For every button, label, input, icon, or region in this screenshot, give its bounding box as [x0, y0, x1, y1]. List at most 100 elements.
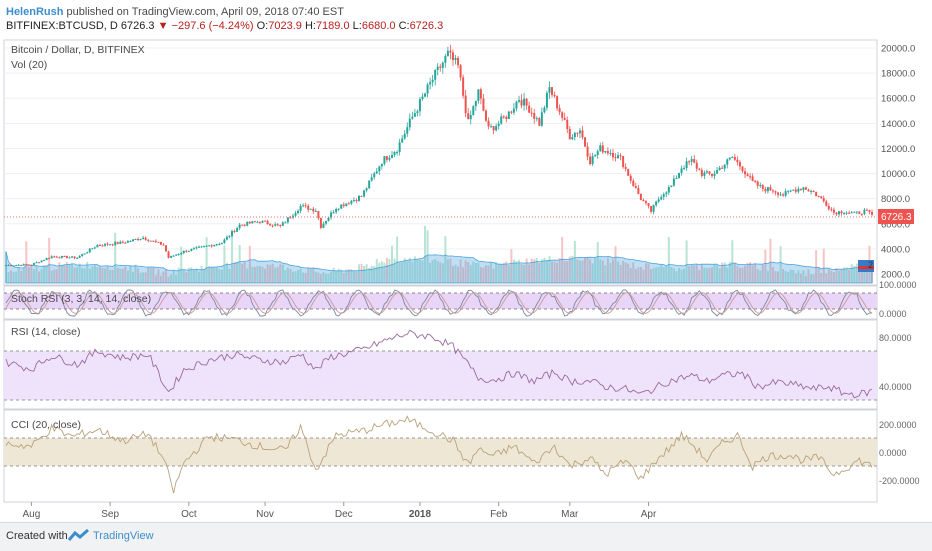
volume-bar	[73, 267, 76, 283]
volume-bar	[723, 262, 726, 283]
candle-body	[350, 200, 353, 204]
candle-body	[129, 241, 132, 243]
volume-bar	[385, 257, 388, 283]
volume-bar	[121, 268, 124, 283]
volume-bar	[754, 262, 757, 283]
candle-body	[413, 113, 416, 117]
candle-body	[147, 239, 150, 241]
volume-bar	[228, 268, 231, 283]
candle-body	[309, 208, 312, 210]
candle-body	[548, 87, 551, 93]
volume-bar	[698, 269, 701, 283]
candle-body	[563, 117, 566, 120]
volume-bar	[225, 262, 228, 283]
volume-bar	[533, 259, 536, 283]
candle-body	[477, 89, 480, 101]
volume-bar	[746, 263, 749, 283]
candle-body	[711, 173, 714, 176]
candle-body	[462, 77, 465, 96]
volume-bar	[251, 266, 254, 283]
candle-body	[611, 153, 614, 158]
candle-body	[512, 108, 515, 113]
volume-bar	[751, 265, 754, 283]
volume-bar	[792, 269, 795, 283]
volume-bar	[253, 267, 256, 283]
volume-bar	[289, 269, 292, 283]
candle-body	[12, 265, 15, 267]
candle-body	[203, 246, 206, 248]
volume-bar	[436, 261, 439, 283]
chart-area[interactable]: Bitcoin / Dollar, D, BITFINEX Vol (20) S…	[0, 36, 932, 522]
volume-bar	[467, 262, 470, 283]
volume-bar	[83, 268, 86, 283]
candle-body	[561, 112, 564, 118]
volume-bar	[675, 271, 678, 283]
time-axis[interactable]: Aug Sep Oct Nov Dec 2018 Feb Mar Apr	[22, 502, 657, 520]
volume-bar	[96, 267, 99, 283]
volume-bar	[157, 269, 160, 283]
volume-bar	[332, 267, 335, 283]
candle-body	[860, 213, 863, 215]
price-axis[interactable]: 20000.0 18000.0 16000.0 14000.0 12000.0 10000…	[881, 44, 915, 281]
volume-bar	[172, 269, 175, 283]
candle-body	[604, 151, 607, 153]
volume-bar	[378, 262, 381, 283]
volume-bar	[652, 268, 655, 283]
candle-body	[865, 209, 868, 211]
volume-bar	[319, 274, 322, 283]
volume-bar	[469, 264, 472, 283]
volume-bar	[444, 236, 447, 283]
candle-body	[784, 191, 787, 196]
volume-bar	[665, 266, 668, 283]
tradingview-link[interactable]: TradingView	[93, 530, 154, 542]
candle-body	[528, 105, 531, 113]
volume-bar	[804, 275, 807, 283]
volume-bar	[375, 259, 378, 283]
candle-body	[15, 265, 18, 267]
volume-bar	[606, 257, 609, 283]
volume-bar	[566, 261, 569, 283]
candle-body	[700, 169, 703, 176]
candle-body	[327, 217, 330, 222]
volume-bar	[81, 268, 84, 283]
candle-body	[185, 250, 188, 252]
volume-bar	[164, 269, 167, 283]
volume-bar	[408, 257, 411, 283]
candle-body	[332, 212, 335, 214]
volume-bar	[543, 257, 546, 283]
candle-body	[632, 180, 635, 187]
volume-bar	[515, 261, 518, 283]
candle-body	[248, 221, 251, 224]
author-link[interactable]: HelenRush	[6, 6, 64, 18]
volume-bar	[60, 264, 63, 283]
volume-scale-label: 2	[868, 260, 873, 270]
volume-bar	[728, 261, 731, 283]
candle-body	[368, 180, 371, 189]
candle-body	[243, 224, 246, 226]
open-value: 7023.9	[268, 20, 302, 32]
volume-bar	[355, 271, 358, 283]
volume-bar	[655, 267, 658, 283]
volume-bar	[553, 261, 556, 283]
footer-bar: Created with TradingView	[0, 522, 932, 551]
volume-bar	[144, 272, 147, 283]
candle-body	[126, 241, 129, 243]
candle-body	[398, 142, 401, 152]
volume-bar	[370, 265, 373, 283]
volume-bar	[657, 266, 660, 283]
price-change: −297.6 (−4.24%)	[171, 20, 254, 32]
volume-bar	[20, 270, 23, 283]
volume-bar	[563, 260, 566, 283]
candle-body	[822, 198, 825, 202]
candle-body	[76, 257, 79, 259]
candle-body	[116, 242, 119, 244]
candle-body	[705, 171, 708, 173]
volume-bar	[350, 269, 353, 283]
volume-bar	[530, 258, 533, 283]
candle-body	[507, 111, 510, 119]
candle-body	[154, 240, 157, 242]
candle-body	[556, 96, 559, 109]
volume-bar	[309, 268, 312, 283]
candle-body	[91, 248, 94, 250]
candle-body	[17, 264, 20, 266]
